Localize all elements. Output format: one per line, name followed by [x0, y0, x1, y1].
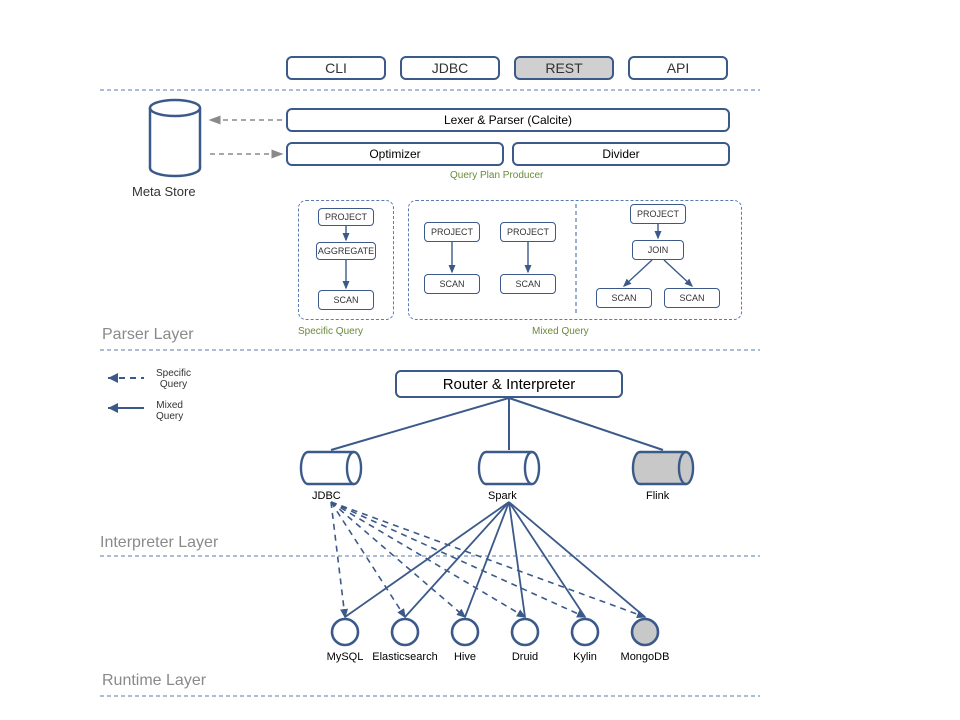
runtime-layer-label: Runtime Layer: [102, 672, 206, 690]
router-interpreter-box: Router & Interpreter: [395, 370, 623, 398]
legend-mixed: Mixed Query: [156, 400, 183, 422]
plan-node-project: PROJECT: [318, 208, 374, 226]
rest-box: REST: [514, 56, 614, 80]
divider-box: Divider: [512, 142, 730, 166]
parser-layer-label: Parser Layer: [102, 326, 194, 344]
plan-node-join: JOIN: [632, 240, 684, 260]
plan-node-project-0: PROJECT: [424, 222, 480, 242]
plan-node-scan-l: SCAN: [596, 288, 652, 308]
mysql-circle-label: MySQL: [324, 651, 366, 663]
meta-store-label: Meta Store: [132, 184, 196, 199]
spark-engine-label: Spark: [488, 490, 517, 502]
flink-engine-label: Flink: [646, 490, 669, 502]
plan-node-scan-r: SCAN: [664, 288, 720, 308]
jdbc-engine-label: JDBC: [312, 490, 341, 502]
es-circle-label: Elasticsearch: [366, 651, 444, 663]
interpreter-layer-label: Interpreter Layer: [100, 534, 218, 552]
jdbc-box: JDBC: [400, 56, 500, 80]
plan-node-project-join: PROJECT: [630, 204, 686, 224]
plan-node-scan: SCAN: [318, 290, 374, 310]
hive-circle-label: Hive: [450, 651, 480, 663]
plan-node-scan-0: SCAN: [424, 274, 480, 294]
mixed-query-label: Mixed Query: [532, 326, 589, 337]
druid-circle-label: Druid: [507, 651, 543, 663]
legend-specific: Specific Query: [156, 368, 191, 390]
qpp-label: Query Plan Producer: [450, 170, 543, 181]
lexer-parser-box: Lexer & Parser (Calcite): [286, 108, 730, 132]
mongo-circle-label: MongoDB: [615, 651, 675, 663]
optimizer-box: Optimizer: [286, 142, 504, 166]
plan-node-project-1: PROJECT: [500, 222, 556, 242]
plan-node-scan-1: SCAN: [500, 274, 556, 294]
kylin-circle-label: Kylin: [568, 651, 602, 663]
api-box: API: [628, 56, 728, 80]
cli-box: CLI: [286, 56, 386, 80]
specific-query-label: Specific Query: [298, 326, 363, 337]
plan-node-aggregate: AGGREGATE: [316, 242, 376, 260]
